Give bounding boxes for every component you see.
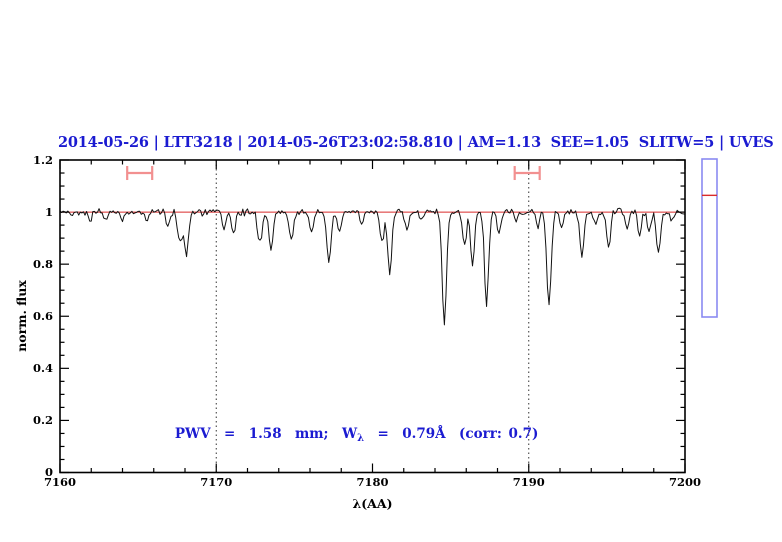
x-tick-label: 7170	[200, 475, 233, 489]
axis-ticks	[59, 159, 686, 474]
x-tick-label: 7160	[43, 475, 76, 489]
x-axis-label: λ(AA)	[352, 496, 393, 511]
y-tick-label: 1	[44, 204, 53, 219]
y-tick-label: 1.2	[32, 152, 53, 167]
y-tick-label: 0.8	[32, 256, 53, 271]
spectrum-line	[59, 207, 686, 326]
y-tick-label: 0	[44, 465, 53, 479]
annotation-part2: = 0.79Å (corr: 0.7)	[364, 425, 539, 442]
x-tick-label: 7200	[668, 475, 701, 489]
range-marker	[126, 166, 154, 181]
x-tick-label: 7180	[356, 475, 389, 489]
y-tick-label: 0.2	[32, 412, 53, 427]
x-tick-label: 7190	[512, 475, 545, 489]
annotation-part1: PWV = 1.58 mm; W	[174, 425, 358, 442]
y-tick-label: 0.4	[32, 360, 53, 375]
range-marker	[513, 166, 541, 181]
annotation-pwv: PWV = 1.58 mm; Wλ = 0.79Å (corr: 0.7)	[148, 414, 539, 457]
y-tick-label: 0.6	[32, 308, 53, 323]
annotation-lambda-subscript: λ	[357, 432, 365, 444]
side-indicator-box	[701, 158, 718, 318]
